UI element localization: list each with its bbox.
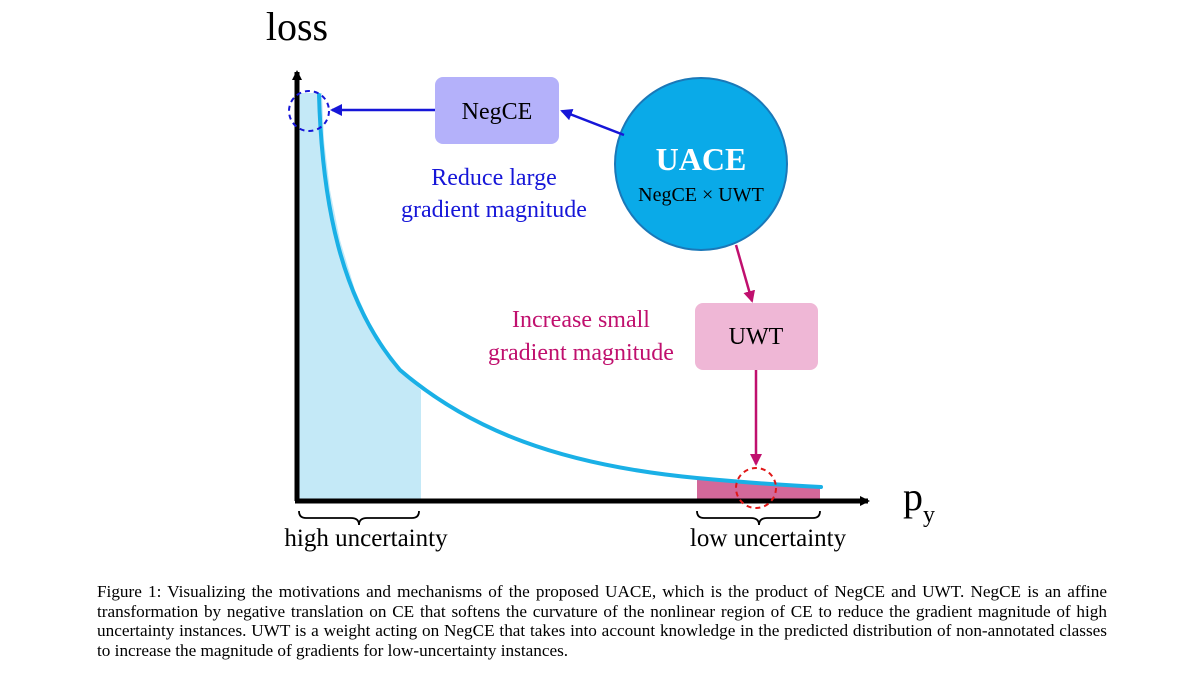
low-gradient-highlight-circle <box>735 467 777 509</box>
low-uncertainty-brace <box>696 510 821 526</box>
high-uncertainty-region <box>297 93 421 501</box>
high-gradient-highlight-circle <box>288 90 330 132</box>
figure-caption: Figure 1: Visualizing the motivations an… <box>97 582 1107 660</box>
negce-box <box>435 77 559 144</box>
uace-formula: NegCE × UWT <box>638 184 764 206</box>
arrow-uace-to-negce <box>560 109 625 137</box>
increase-annotation-line1: Increase small <box>512 307 650 333</box>
x-axis-label: py <box>903 474 935 528</box>
y-axis-label: loss <box>266 4 328 49</box>
increase-annotation-line2: gradient magnitude <box>488 340 674 366</box>
low-uncertainty-label: low uncertainty <box>690 525 847 552</box>
uwt-box <box>695 303 818 370</box>
uace-diagram: loss py high uncertainty low uncertainty… <box>266 4 935 552</box>
x-axis-label-subscript: y <box>923 502 935 528</box>
loss-curve <box>317 93 823 489</box>
reduce-annotation-line2: gradient magnitude <box>401 197 587 223</box>
reduce-annotation-line1: Reduce large <box>431 165 557 191</box>
high-uncertainty-brace <box>298 510 420 526</box>
arrow-uace-to-uwt <box>734 244 756 303</box>
uace-title: UACE <box>656 141 747 177</box>
uace-circle <box>614 77 788 251</box>
uwt-label: UWT <box>729 324 784 350</box>
low-uncertainty-region <box>697 478 820 501</box>
negce-label: NegCE <box>462 99 533 125</box>
high-uncertainty-label: high uncertainty <box>284 525 448 552</box>
